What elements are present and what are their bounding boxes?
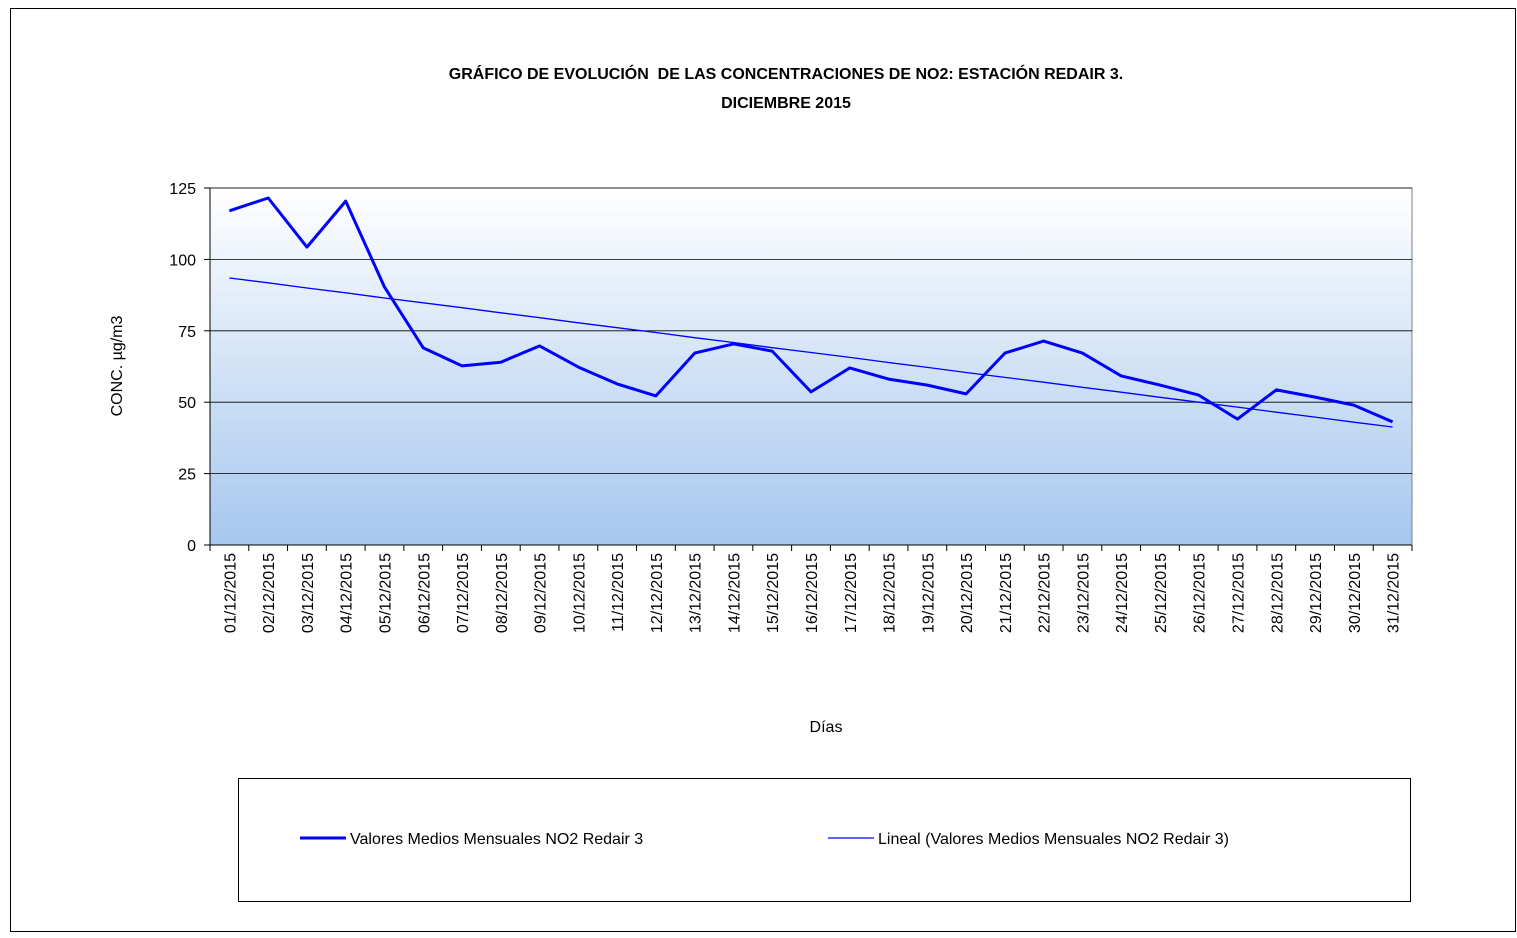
x-tick-label: 12/12/2015 (649, 553, 666, 633)
y-tick-label: 50 (178, 395, 196, 412)
x-tick-label: 07/12/2015 (455, 553, 472, 633)
x-tick-label: 05/12/2015 (377, 553, 394, 633)
y-tick-label: 125 (169, 181, 196, 198)
x-tick-label: 22/12/2015 (1037, 553, 1054, 633)
plot-area (209, 187, 1413, 546)
x-tick-label: 10/12/2015 (571, 553, 588, 633)
x-tick-label: 11/12/2015 (610, 553, 627, 632)
x-tick-label: 24/12/2015 (1114, 553, 1131, 633)
x-tick-label: 17/12/2015 (843, 553, 860, 633)
y-tick-label: 75 (178, 324, 196, 341)
x-tick-label: 25/12/2015 (1153, 553, 1170, 633)
x-tick-label: 21/12/2015 (998, 553, 1015, 633)
legend (238, 778, 1411, 902)
chart-title: GRÁFICO DE EVOLUCIÓN DE LAS CONCENTRACIO… (449, 64, 1123, 83)
chart-subtitle: DICIEMBRE 2015 (721, 95, 851, 112)
x-tick-label: 30/12/2015 (1347, 553, 1364, 633)
x-tick-label: 31/12/2015 (1386, 553, 1403, 633)
x-tick-label: 01/12/2015 (222, 553, 239, 633)
x-tick-label: 14/12/2015 (726, 553, 743, 633)
x-tick-label: 26/12/2015 (1192, 553, 1209, 633)
x-tick-label: 09/12/2015 (533, 553, 550, 633)
x-tick-label: 15/12/2015 (765, 553, 782, 633)
series-line (228, 196, 1394, 424)
x-axis-label: Días (810, 719, 843, 736)
x-tick-label: 19/12/2015 (920, 553, 937, 633)
x-tick-label: 04/12/2015 (339, 553, 356, 633)
legend-label: Valores Medios Mensuales NO2 Redair 3 (350, 831, 643, 848)
x-tick-label: 08/12/2015 (494, 553, 511, 633)
y-tick-label: 0 (187, 538, 196, 555)
x-tick-label: 29/12/2015 (1308, 553, 1325, 633)
x-tick-label: 02/12/2015 (261, 553, 278, 633)
x-tick-label: 03/12/2015 (300, 553, 317, 633)
x-tick-label: 23/12/2015 (1075, 553, 1092, 633)
legend-label: Lineal (Valores Medios Mensuales NO2 Red… (878, 831, 1229, 848)
y-tick-label: 25 (178, 467, 196, 484)
y-tick-label: 100 (169, 252, 196, 269)
x-tick-label: 18/12/2015 (882, 553, 899, 633)
y-axis-label: CONC. µg/m3 (109, 316, 126, 417)
series-line (229, 277, 1393, 428)
x-tick-label: 16/12/2015 (804, 553, 821, 633)
x-tick-label: 06/12/2015 (416, 553, 433, 633)
x-tick-label: 13/12/2015 (688, 553, 705, 633)
x-tick-label: 20/12/2015 (959, 553, 976, 633)
x-tick-label: 28/12/2015 (1269, 553, 1286, 633)
x-tick-label: 27/12/2015 (1231, 553, 1248, 633)
